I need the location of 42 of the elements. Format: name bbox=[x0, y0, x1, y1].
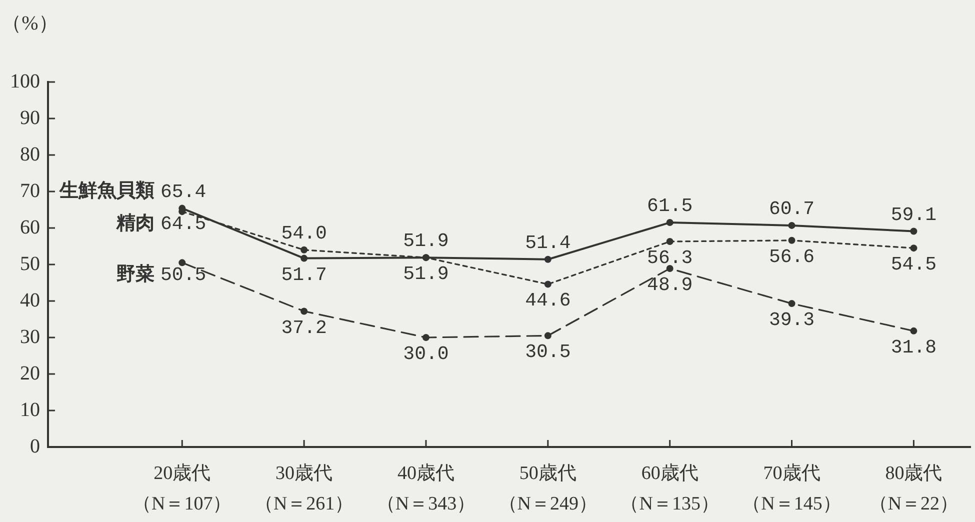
data-label: 51.9 bbox=[403, 230, 449, 252]
series-label: 精肉 bbox=[116, 212, 155, 234]
data-label: 44.6 bbox=[525, 290, 571, 312]
series-label: 生鮮魚貝類 bbox=[58, 180, 155, 202]
data-label: 48.9 bbox=[647, 274, 693, 296]
y-tick-label: 30 bbox=[20, 326, 40, 348]
x-tick-label: 60歳代（N＝135） bbox=[620, 463, 720, 515]
data-label: 39.3 bbox=[768, 309, 815, 332]
y-tick-label: 80 bbox=[20, 143, 40, 166]
y-tick-label: 50 bbox=[20, 252, 40, 275]
y-tick-label: 10 bbox=[20, 398, 40, 421]
data-label: 60.7 bbox=[768, 198, 815, 220]
x-tick-label: 50歳代（N＝249） bbox=[498, 463, 598, 515]
y-tick-label: 100 bbox=[10, 70, 40, 92]
data-label: 51.7 bbox=[281, 264, 327, 286]
data-label: 65.4 bbox=[160, 180, 206, 203]
y-tick-label: 70 bbox=[20, 180, 40, 202]
x-tick-label: 30歳代（N＝261） bbox=[254, 463, 354, 515]
y-tick-label: 40 bbox=[20, 289, 40, 312]
y-tick-label: 90 bbox=[20, 106, 40, 129]
data-label: 56.3 bbox=[647, 247, 693, 270]
data-label: 51.4 bbox=[525, 232, 571, 254]
data-label: 31.8 bbox=[890, 336, 936, 358]
x-tick-label: 70歳代（N＝145） bbox=[742, 463, 842, 515]
x-tick-label: 20歳代（N＝107） bbox=[132, 463, 232, 515]
y-tick-label: 0 bbox=[30, 435, 40, 458]
data-label: 37.2 bbox=[281, 316, 327, 339]
data-label: 30.0 bbox=[403, 343, 449, 366]
data-label: 54.5 bbox=[890, 254, 936, 276]
x-tick-label: 80歳代（N＝22） bbox=[868, 463, 959, 515]
data-label: 50.5 bbox=[160, 264, 206, 286]
data-label: 51.9 bbox=[403, 263, 449, 286]
data-label: 56.6 bbox=[768, 246, 815, 268]
data-label: 54.0 bbox=[281, 222, 327, 244]
data-label: 30.5 bbox=[525, 341, 571, 364]
series-label: 野菜 bbox=[116, 263, 155, 286]
y-tick-label: 20 bbox=[20, 362, 40, 384]
data-label: 61.5 bbox=[647, 195, 693, 218]
data-label: 59.1 bbox=[890, 204, 936, 226]
x-tick-label: 40歳代（N＝343） bbox=[376, 463, 476, 515]
y-tick-label: 60 bbox=[20, 216, 40, 238]
y-axis-title: （%） bbox=[2, 12, 58, 34]
